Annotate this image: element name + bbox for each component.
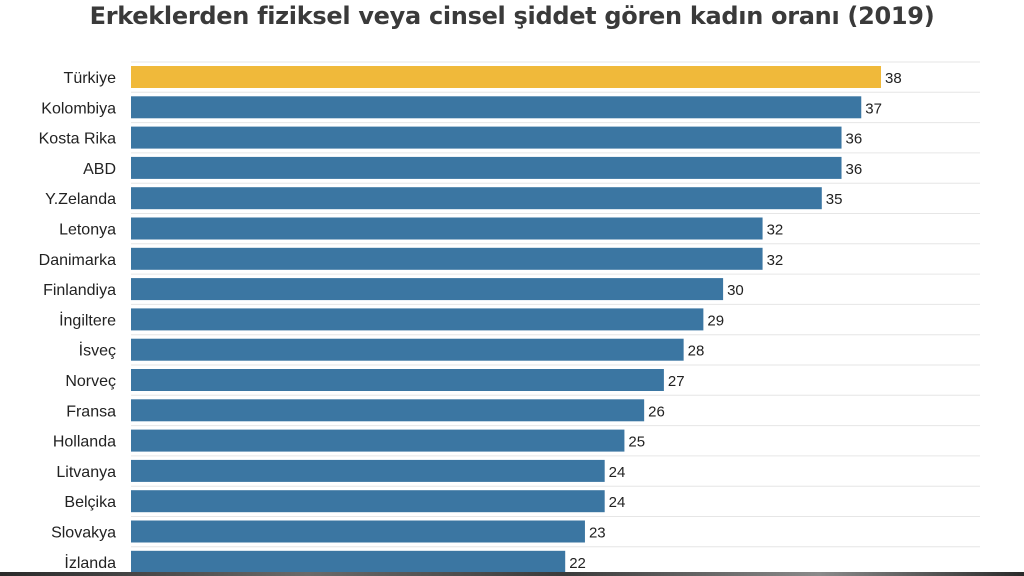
category-label: İngiltere: [59, 310, 116, 329]
value-label: 37: [865, 100, 882, 117]
value-label: 32: [767, 252, 784, 269]
bar-danimarka: [131, 247, 763, 270]
bar-abd: [131, 156, 842, 179]
category-label: Belçika: [64, 494, 116, 511]
labels-layer: Türkiye 38 Kolombiya 37 Kosta Rika 36 ABD 36 Y.Z…: [39, 70, 902, 572]
bar-litvanya: [131, 459, 605, 482]
bar-finlandiya: [131, 278, 724, 301]
bars-layer: [131, 66, 881, 572]
category-label: Kosta Rika: [39, 131, 116, 148]
category-label: Danimarka: [39, 252, 116, 269]
bar-letonya: [131, 217, 763, 240]
bar-hollanda: [131, 429, 625, 452]
value-label: 29: [707, 312, 724, 329]
category-label: Fransa: [66, 403, 116, 420]
category-label: Slovakya: [51, 525, 116, 542]
bar-i-ngiltere: [131, 308, 704, 331]
value-label: 30: [727, 282, 744, 299]
category-label: Norveç: [65, 373, 116, 390]
bar-kolombiya: [131, 96, 862, 119]
bar-y-zelanda: [131, 187, 822, 210]
category-label: Litvanya: [56, 464, 116, 481]
value-label: 26: [648, 403, 665, 420]
category-label: Hollanda: [53, 434, 116, 451]
category-label: Türkiye: [64, 70, 117, 87]
category-label: Finlandiya: [43, 282, 116, 299]
value-label: 22: [569, 555, 586, 572]
bar-slovakya: [131, 520, 585, 543]
bar-kosta-rika: [131, 126, 842, 149]
category-label: ABD: [83, 161, 116, 178]
category-label: İsveç: [79, 341, 116, 360]
bar-i-zlanda: [131, 550, 566, 572]
category-label: Kolombiya: [41, 100, 116, 117]
value-label: 38: [885, 70, 902, 87]
category-label: İzlanda: [64, 553, 116, 572]
bar-norve-: [131, 369, 664, 391]
bottom-strip: [0, 572, 1024, 576]
value-label: 23: [589, 525, 606, 542]
bar-bel-ika: [131, 490, 605, 513]
chart-title: Erkeklerden fiziksel veya cinsel şiddet …: [89, 2, 935, 30]
value-label: 27: [668, 373, 685, 390]
value-label: 36: [846, 161, 863, 178]
value-label: 28: [688, 343, 705, 360]
value-label: 32: [767, 222, 784, 239]
bar-i-sve-: [131, 338, 684, 361]
value-label: 24: [609, 494, 626, 511]
bar-t-rkiye: [131, 66, 881, 88]
category-label: Letonya: [59, 222, 116, 239]
value-label: 36: [846, 131, 863, 148]
value-label: 24: [609, 464, 626, 481]
category-label: Y.Zelanda: [45, 191, 116, 208]
value-label: 35: [826, 191, 843, 208]
grid-layer: [131, 61, 980, 548]
value-label: 25: [628, 434, 645, 451]
bar-fransa: [131, 399, 645, 422]
